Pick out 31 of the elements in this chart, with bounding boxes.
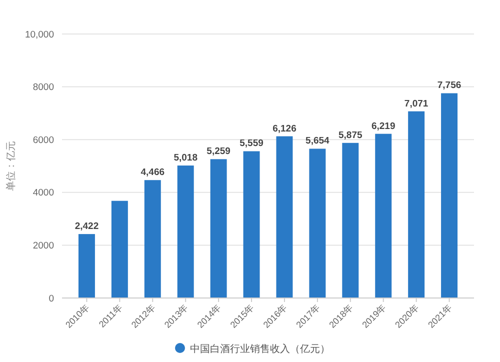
- data-label: 6,126: [272, 123, 296, 134]
- y-tick-label: 4000: [32, 188, 54, 199]
- y-tick-label: 0: [48, 293, 54, 304]
- bar: [243, 151, 260, 298]
- bar: [210, 159, 227, 298]
- bar: [375, 134, 392, 298]
- data-label: 5,018: [174, 152, 198, 164]
- y-axis-title: 单位：亿元: [5, 141, 17, 191]
- y-tick-label: 6000: [32, 134, 54, 146]
- data-label: 4,466: [140, 167, 165, 178]
- y-tick-label: 8000: [32, 82, 54, 94]
- data-label: 2,422: [74, 221, 99, 232]
- data-label: 7,071: [404, 98, 429, 110]
- data-label: 7,756: [437, 80, 462, 92]
- data-label: 5,559: [240, 138, 264, 150]
- bar: [342, 142, 359, 298]
- legend-label: 中国白酒行业销售收入（亿元）: [190, 343, 330, 355]
- bar: [78, 234, 95, 298]
- bar: [177, 166, 194, 298]
- data-label: 5,654: [306, 136, 330, 147]
- data-label: 6,219: [371, 120, 396, 132]
- bar: [441, 93, 458, 298]
- bar: [276, 136, 293, 298]
- bar: [309, 148, 326, 298]
- bar: [111, 200, 128, 298]
- y-tick-label: 10,000: [24, 29, 54, 40]
- bar: [408, 111, 425, 298]
- bar: [144, 180, 161, 298]
- data-label: 5,259: [206, 146, 230, 158]
- y-tick-label: 2000: [32, 240, 54, 252]
- data-label: 5,875: [338, 130, 363, 141]
